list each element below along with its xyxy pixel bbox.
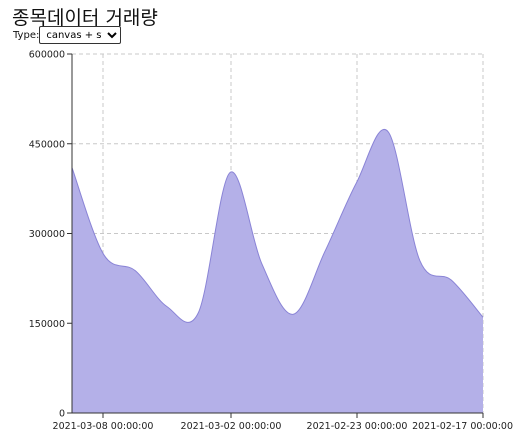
axes: 0 150000 300000 450000 600000 2021-03-08 00:0…: [29, 50, 513, 433]
type-selector-row: Type: canvas + svg: [13, 26, 122, 44]
y-tick-label: 600000: [29, 50, 65, 61]
y-tick-label: 0: [59, 409, 65, 420]
type-label: Type:: [13, 29, 40, 41]
x-tick-label: 2021-03-02 00:00:00: [181, 421, 282, 432]
x-tick-label: 2021-02-23 00:00:00: [307, 421, 408, 432]
page-title: 종목데이터 거래량: [12, 7, 158, 29]
y-tick-label: 450000: [29, 139, 65, 150]
type-select[interactable]: canvas + svg: [39, 26, 122, 44]
area-series-line: [71, 129, 484, 323]
y-tick-label: 150000: [29, 319, 65, 330]
area-series-fill: [72, 129, 483, 413]
x-tick-label: 2021-03-08 00:00:00: [53, 421, 154, 432]
y-tick-label: 300000: [29, 229, 65, 240]
x-tick-label: 2021-02-17 00:00:00: [412, 421, 513, 432]
